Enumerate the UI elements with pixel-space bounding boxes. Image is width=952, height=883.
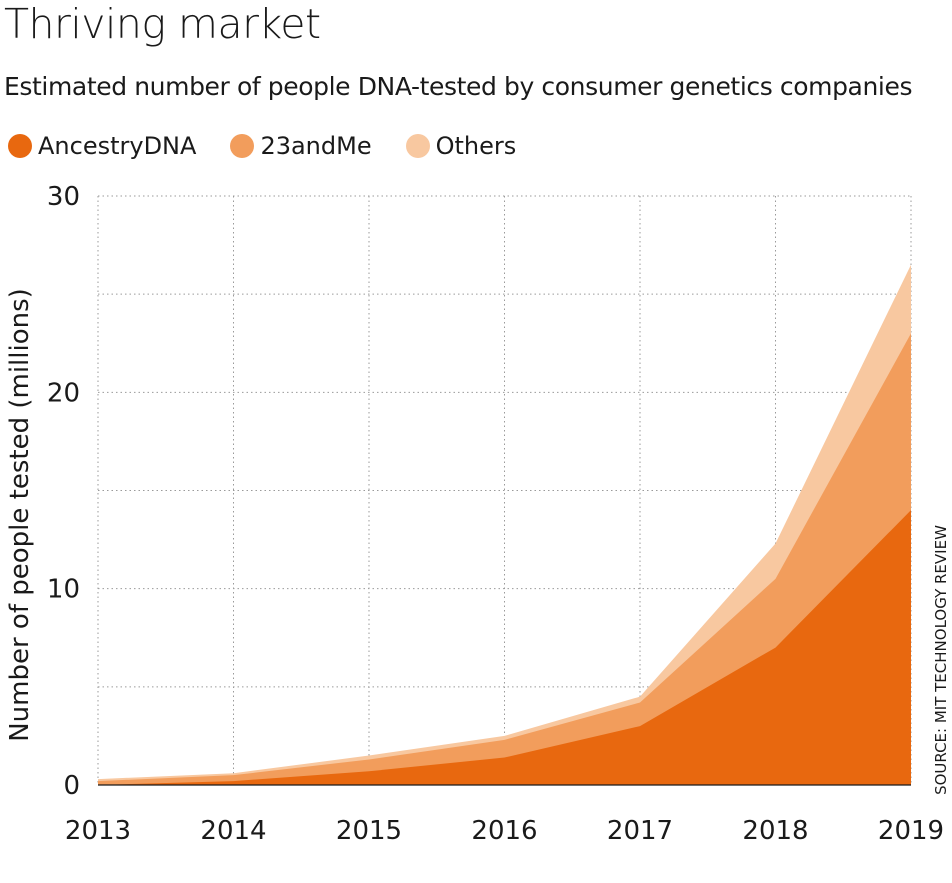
y-axis-title: Number of people tested (millions): [5, 288, 35, 742]
axes: 2013 2014 2015 2016 2017 2018 2019 0 10 20 30: [47, 182, 944, 846]
legend-swatch-ancestrydna: [8, 134, 32, 158]
chart-subtitle: Estimated number of people DNA-tested by…: [4, 72, 913, 101]
legend-item-ancestrydna: AncestryDNA: [8, 132, 196, 160]
x-tick-label: 2016: [471, 816, 537, 846]
x-tick-label: 2015: [336, 816, 402, 846]
y-tick-label: 0: [63, 771, 80, 801]
chart-title: Thriving market: [4, 0, 321, 48]
y-tick-label: 10: [47, 575, 80, 605]
y-tick-label: 30: [47, 182, 80, 212]
stacked-areas: [98, 264, 911, 785]
legend-item-others: Others: [405, 132, 517, 160]
y-tick-label: 20: [47, 378, 80, 408]
x-tick-label: 2017: [607, 816, 673, 846]
legend-swatch-23andme: [230, 134, 255, 158]
legend-swatch-others: [405, 134, 430, 158]
area-ancestrydna: [98, 510, 911, 785]
legend: AncestryDNA 23andMe Others: [8, 132, 550, 160]
source-note: SOURCE: MIT TECHNOLOGY REVIEW: [932, 525, 950, 795]
legend-item-23andme: 23andMe: [230, 132, 372, 160]
x-tick-label: 2018: [742, 816, 808, 846]
x-tick-label: 2014: [200, 816, 266, 846]
x-tick-label: 2013: [65, 816, 131, 846]
legend-label-others: Others: [435, 132, 517, 160]
legend-label-23andme: 23andMe: [260, 132, 372, 160]
x-tick-label: 2019: [878, 816, 944, 846]
legend-label-ancestrydna: AncestryDNA: [38, 132, 197, 160]
area-23andme: [98, 333, 911, 785]
